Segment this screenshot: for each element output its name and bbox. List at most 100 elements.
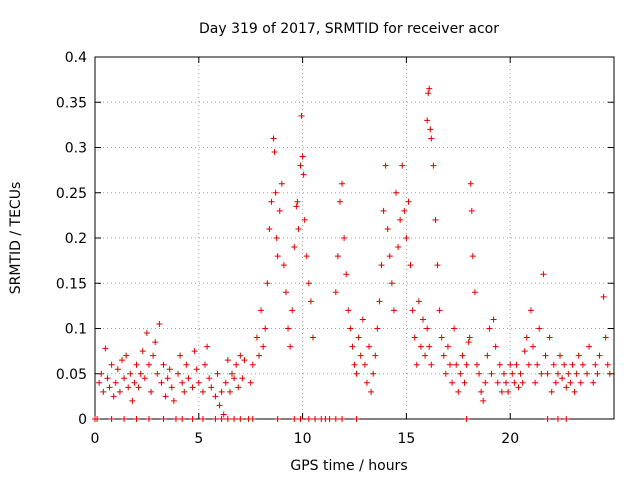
data-point	[492, 343, 499, 350]
data-point	[530, 343, 537, 350]
data-point	[133, 361, 140, 368]
data-point	[191, 348, 198, 355]
data-point	[264, 280, 271, 287]
data-point	[189, 416, 196, 422]
y-tick-label: 0.1	[65, 322, 87, 338]
data-point	[546, 334, 553, 341]
data-point	[390, 307, 397, 314]
data-point	[519, 379, 526, 386]
y-tick-label: 0.15	[56, 276, 87, 292]
data-point	[540, 271, 547, 278]
data-point	[233, 361, 240, 368]
data-point	[341, 235, 348, 241]
data-point	[544, 416, 551, 422]
data-point	[465, 339, 472, 346]
data-point	[143, 330, 150, 337]
data-point	[382, 162, 389, 169]
data-point	[289, 307, 296, 314]
data-point	[260, 343, 267, 350]
data-point	[195, 379, 202, 386]
data-point	[262, 325, 269, 332]
data-point	[511, 379, 518, 386]
data-point	[411, 334, 418, 341]
data-point	[334, 253, 341, 260]
data-point	[600, 293, 607, 300]
data-point	[150, 352, 157, 359]
data-point	[368, 388, 375, 395]
data-point	[152, 339, 159, 346]
data-point	[272, 189, 279, 196]
x-axis-title: GPS time / hours	[290, 458, 407, 474]
data-point	[110, 393, 117, 400]
data-point	[376, 298, 383, 305]
y-tick-label: 0.4	[65, 50, 87, 66]
data-point	[294, 198, 301, 205]
data-point	[476, 370, 483, 377]
data-point	[258, 307, 265, 314]
data-point	[199, 388, 206, 395]
data-point	[158, 379, 165, 386]
y-tick-label: 0.25	[56, 186, 87, 202]
data-point	[602, 334, 609, 341]
data-point	[199, 416, 206, 422]
data-point	[488, 370, 495, 377]
data-point	[480, 397, 487, 404]
data-point	[380, 207, 387, 214]
data-point	[224, 416, 231, 422]
data-point	[525, 361, 532, 368]
data-point	[515, 384, 522, 391]
data-points	[92, 85, 613, 422]
data-point	[486, 325, 493, 332]
data-point	[428, 361, 435, 368]
data-point	[218, 388, 225, 395]
data-point	[295, 225, 302, 232]
data-point	[278, 180, 285, 187]
data-point	[293, 203, 300, 210]
data-point	[98, 370, 105, 377]
data-point	[222, 379, 229, 386]
data-point	[567, 379, 574, 386]
x-tick-label: 20	[501, 431, 519, 447]
data-point	[121, 375, 128, 382]
data-point	[123, 352, 130, 359]
data-point	[455, 388, 462, 395]
data-point	[224, 357, 231, 364]
data-point	[544, 370, 551, 377]
data-point	[202, 361, 209, 368]
data-point	[359, 316, 366, 323]
data-point	[177, 352, 184, 359]
data-point	[604, 361, 611, 368]
x-tick-label: 15	[397, 431, 415, 447]
data-point	[405, 198, 412, 205]
data-point	[513, 361, 520, 368]
data-point	[112, 379, 119, 386]
data-point	[280, 262, 287, 269]
data-point	[432, 216, 439, 223]
data-point	[457, 370, 464, 377]
data-point	[517, 370, 524, 377]
data-point	[426, 85, 433, 92]
y-axis-title: SRMTID / TECUs	[8, 182, 24, 295]
data-point	[141, 375, 148, 382]
data-point	[274, 253, 281, 260]
data-point	[108, 416, 115, 422]
data-point	[425, 90, 432, 97]
data-point	[507, 361, 514, 368]
data-point	[494, 379, 501, 386]
data-point	[569, 361, 576, 368]
data-point	[397, 216, 404, 223]
data-point	[407, 262, 414, 269]
data-point	[577, 379, 584, 386]
data-point	[563, 384, 570, 391]
data-point	[353, 370, 360, 377]
data-point	[145, 361, 152, 368]
data-point	[463, 361, 470, 368]
data-point	[96, 379, 103, 386]
data-point	[586, 343, 593, 350]
data-point	[573, 370, 580, 377]
data-point	[548, 388, 555, 395]
data-point	[579, 361, 586, 368]
data-point	[351, 361, 358, 368]
data-point	[434, 262, 441, 269]
